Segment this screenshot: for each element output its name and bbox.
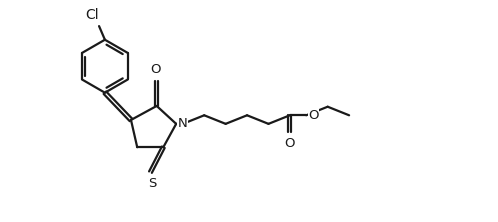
Text: N: N <box>178 117 187 130</box>
Text: O: O <box>151 63 161 76</box>
Text: S: S <box>148 177 156 190</box>
Text: Cl: Cl <box>85 8 99 22</box>
Text: O: O <box>285 137 295 150</box>
Text: O: O <box>308 109 319 122</box>
